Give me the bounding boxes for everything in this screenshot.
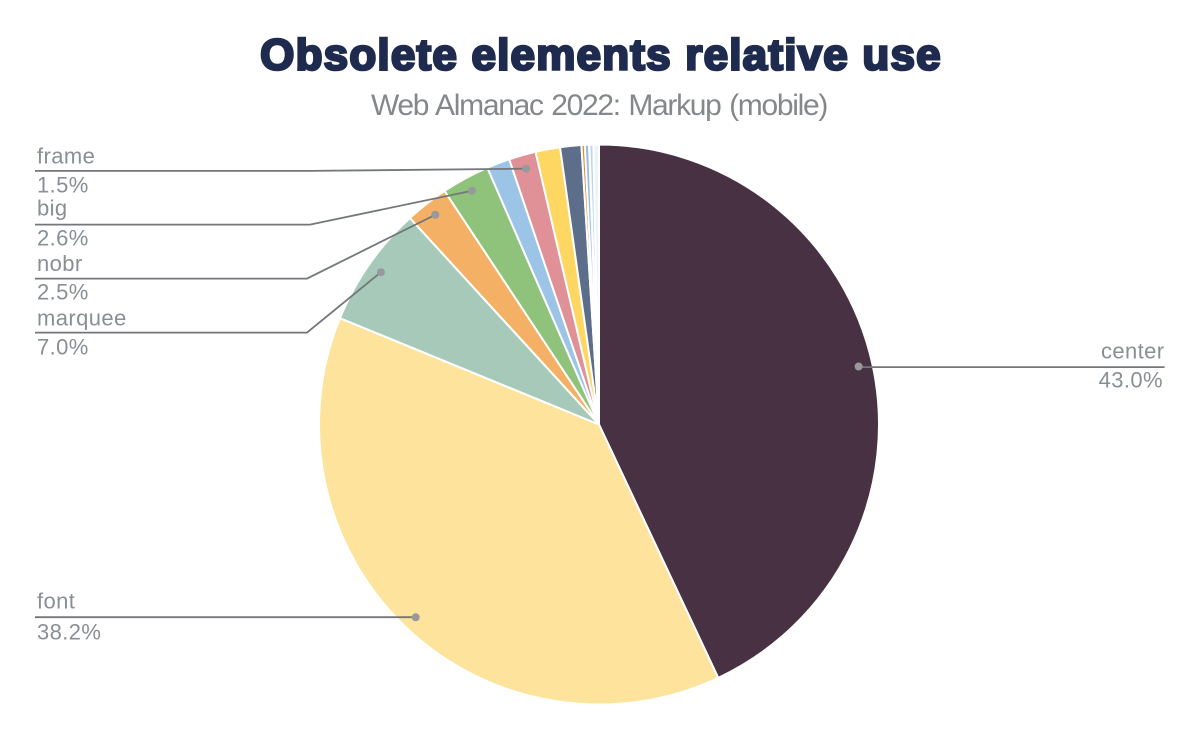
svg-text:2.5%: 2.5%	[37, 280, 89, 305]
svg-text:marquee: marquee	[37, 305, 127, 330]
svg-text:43.0%: 43.0%	[1099, 367, 1163, 392]
svg-text:frame: frame	[37, 143, 95, 168]
svg-text:7.0%: 7.0%	[37, 335, 89, 360]
svg-text:Web Almanac 2022: Markup (mobi: Web Almanac 2022: Markup (mobile)	[371, 89, 827, 122]
svg-text:2.6%: 2.6%	[37, 225, 89, 250]
svg-text:font: font	[37, 588, 75, 613]
svg-text:38.2%: 38.2%	[37, 620, 101, 645]
svg-text:Obsolete elements relative use: Obsolete elements relative use	[260, 30, 942, 79]
svg-text:center: center	[1101, 339, 1165, 364]
svg-text:big: big	[37, 196, 68, 221]
svg-text:1.5%: 1.5%	[37, 173, 89, 198]
svg-text:nobr: nobr	[37, 251, 83, 276]
